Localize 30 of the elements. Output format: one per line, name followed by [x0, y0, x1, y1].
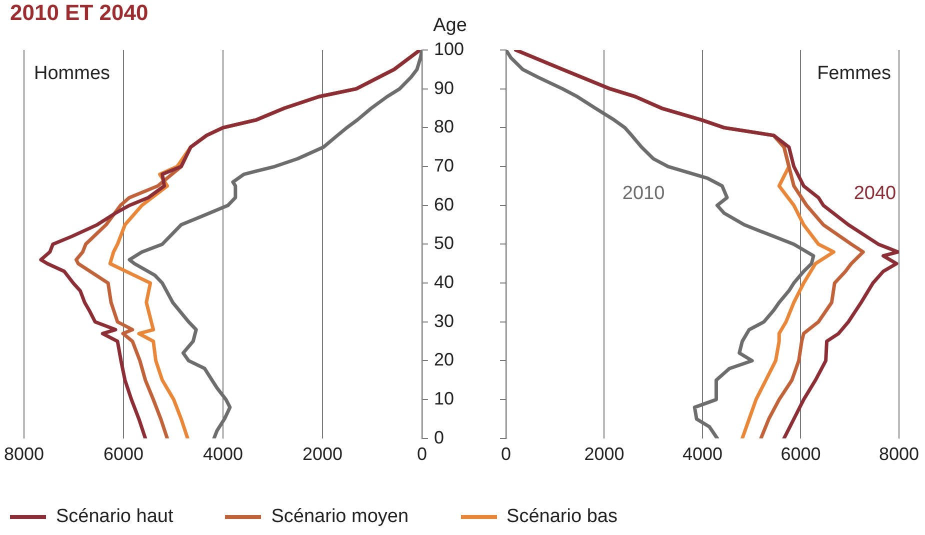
x-tick-label: 0	[500, 444, 512, 464]
y-tick-label: 100	[434, 38, 464, 59]
y-tick-label: 10	[434, 388, 454, 409]
y-tick-label: 60	[434, 194, 454, 214]
y-tick-label: 30	[434, 310, 454, 331]
x-tick-label: 4000	[202, 444, 244, 464]
x-tick-label: 2000	[584, 444, 624, 464]
x-tick-label: 6000	[780, 444, 821, 464]
y-tick-label: 90	[434, 78, 454, 98]
y-tick-label: 50	[434, 233, 454, 254]
legend-label: Scénario bas	[506, 506, 618, 528]
x-tick-label: 8000	[878, 444, 919, 464]
chart-title: 2010 ET 2040	[10, 0, 148, 26]
x-tick-label: 4000	[682, 444, 723, 464]
y-axis-title: Age	[433, 15, 467, 36]
y-tick-label: 0	[434, 427, 444, 448]
annotation: 2040	[854, 182, 896, 204]
y-tick-label: 70	[434, 155, 454, 176]
annotation: 2010	[622, 182, 665, 204]
y-tick-label: 80	[434, 116, 454, 137]
annotation: Femmes	[817, 63, 891, 84]
x-tick-label: 2000	[302, 444, 342, 464]
y-tick-label: 40	[434, 272, 454, 292]
annotation: Hommes	[34, 63, 110, 84]
legend-label: Scénario haut	[56, 506, 174, 528]
legend-label: Scénario moyen	[271, 506, 409, 528]
x-tick-label: 6000	[103, 444, 144, 464]
x-tick-label: 0	[416, 444, 427, 464]
y-tick-label: 20	[434, 350, 454, 370]
x-tick-label: 8000	[4, 444, 44, 464]
